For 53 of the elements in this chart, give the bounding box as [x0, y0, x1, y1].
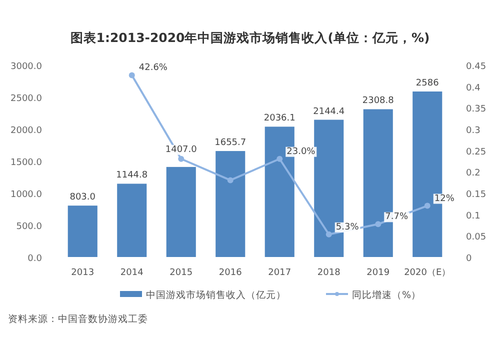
y-tick-label: 2000.0 [10, 126, 42, 136]
data-label: 1144.8 [116, 170, 148, 181]
point [276, 156, 283, 162]
y2-tick-label: 0.1 [466, 211, 480, 222]
y-tick-label: 2500.0 [10, 94, 42, 104]
bar [166, 166, 196, 257]
point [128, 72, 135, 78]
y2-tick-label: 0.3 [466, 126, 480, 136]
data-label: 2586 [416, 78, 440, 88]
data-label: 7.7% [385, 212, 408, 222]
x-tick-label: 2017 [268, 268, 292, 278]
bar [117, 184, 147, 257]
data-label: 2308.8 [362, 96, 394, 106]
y-tick-label: 500.0 [16, 222, 42, 232]
x-tick-label: 2014 [120, 268, 144, 278]
x-tick-label: 2020（E） [404, 268, 451, 278]
text: 资料来源：中国音数协游戏工委 [8, 313, 148, 325]
y-tick-label: 3000.0 [10, 62, 42, 72]
legend-label: 同比增速（%） [352, 289, 422, 301]
data-label: 803.0 [70, 192, 96, 203]
y2-tick-label: 0.25 [466, 147, 486, 158]
x-tick-label: 2019 [366, 268, 390, 278]
legend-label: 中国游戏市场销售收入（亿元） [146, 289, 286, 301]
data-label: 2144.4 [313, 106, 345, 117]
data-label: 23.0% [286, 146, 316, 157]
y2-tick-label: 0.45 [466, 62, 486, 72]
data-label: 1655.7 [214, 138, 246, 148]
bar [68, 206, 98, 257]
data-label: 1407.0 [165, 144, 198, 155]
y-tick-label: 1500.0 [10, 158, 42, 168]
y-tick-label: 1000.0 [10, 190, 42, 200]
y2-tick-label: 0.05 [466, 232, 486, 243]
point [424, 202, 430, 209]
chart-title: 图表1:2013-2020年中国游戏市场销售收入(单位：亿元，%) [70, 30, 430, 45]
y2-tick-label: 0.4 [466, 83, 481, 94]
point [375, 221, 382, 228]
data-label: 12% [434, 194, 455, 204]
point [178, 156, 184, 162]
point [326, 231, 332, 238]
point [227, 177, 234, 184]
data-label: 5.3% [336, 222, 360, 232]
y-tick-label: 0.0 [28, 254, 42, 264]
y2-tick-label: 0.2 [466, 168, 480, 179]
data-label: 42.6% [138, 63, 168, 74]
data-label: 2036.1 [264, 114, 296, 124]
x-tick-label: 2016 [218, 268, 242, 278]
bar [216, 151, 246, 257]
x-tick-label: 2013 [71, 268, 94, 278]
y2-tick-label: 0 [466, 254, 472, 264]
y2-tick-label: 0.15 [466, 190, 486, 200]
y2-tick-label: 0.35 [466, 104, 486, 115]
x-tick-label: 2018 [317, 268, 341, 278]
x-tick-label: 2015 [170, 268, 193, 278]
